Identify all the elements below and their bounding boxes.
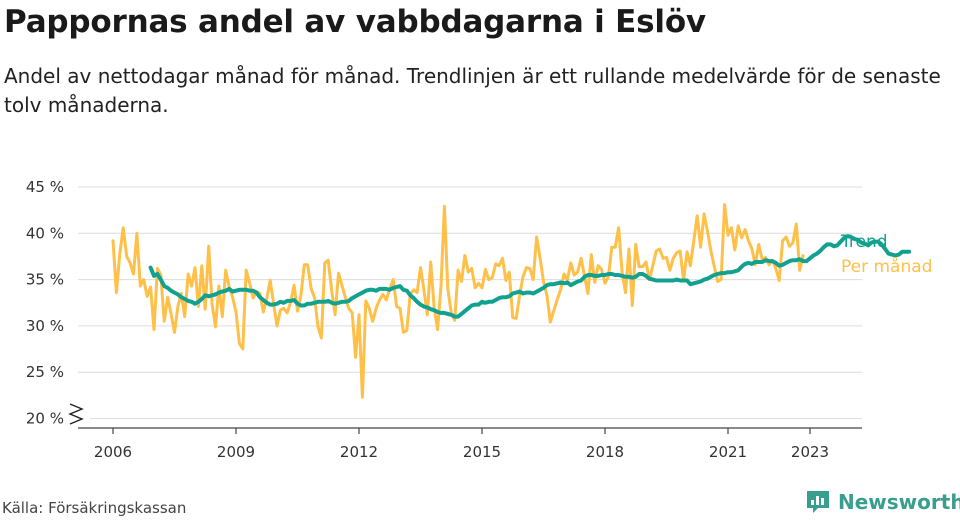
- x-tick-label: 2018: [586, 443, 624, 461]
- axis-break-icon: [68, 403, 84, 425]
- monthly-series-line: [111, 203, 805, 399]
- newsworthy-logo-icon: [807, 491, 829, 513]
- y-tick-label: 35 %: [26, 271, 64, 289]
- chart-subtitle: Andel av nettodagar månad för månad. Tre…: [4, 64, 941, 117]
- legend-label-trend: Trend: [840, 232, 888, 252]
- x-axis-ticks: 2006 2009 2012 2015 2018 2021 2023: [94, 428, 829, 461]
- trend-series-line: [148, 234, 912, 319]
- y-tick-label: 45 %: [26, 178, 64, 196]
- y-axis-ticks: 20 % 25 % 30 % 35 % 40 % 45 %: [26, 178, 64, 428]
- x-tick-label: 2023: [791, 443, 829, 461]
- y-tick-label: 30 %: [26, 317, 64, 335]
- y-tick-label: 40 %: [26, 224, 64, 242]
- legend: Trend Per månad: [840, 232, 932, 277]
- x-tick-label: 2009: [217, 443, 255, 461]
- y-tick-label: 20 %: [26, 410, 64, 428]
- chart-title: Pappornas andel av vabbdagarna i Eslöv: [4, 4, 706, 40]
- x-tick-label: 2012: [340, 443, 378, 461]
- x-tick-label: 2021: [709, 443, 747, 461]
- source-note: Källa: Försäkringskassan: [2, 499, 187, 517]
- brand-logo[interactable]: Newsworthy: [804, 488, 960, 516]
- legend-label-monthly: Per månad: [841, 256, 932, 277]
- brand-name: Newsworthy: [838, 490, 960, 514]
- series-lines: [111, 203, 912, 399]
- x-tick-label: 2015: [463, 443, 501, 461]
- y-tick-label: 25 %: [26, 363, 64, 381]
- x-tick-label: 2006: [94, 443, 132, 461]
- axis-break-zigzag: [68, 403, 84, 425]
